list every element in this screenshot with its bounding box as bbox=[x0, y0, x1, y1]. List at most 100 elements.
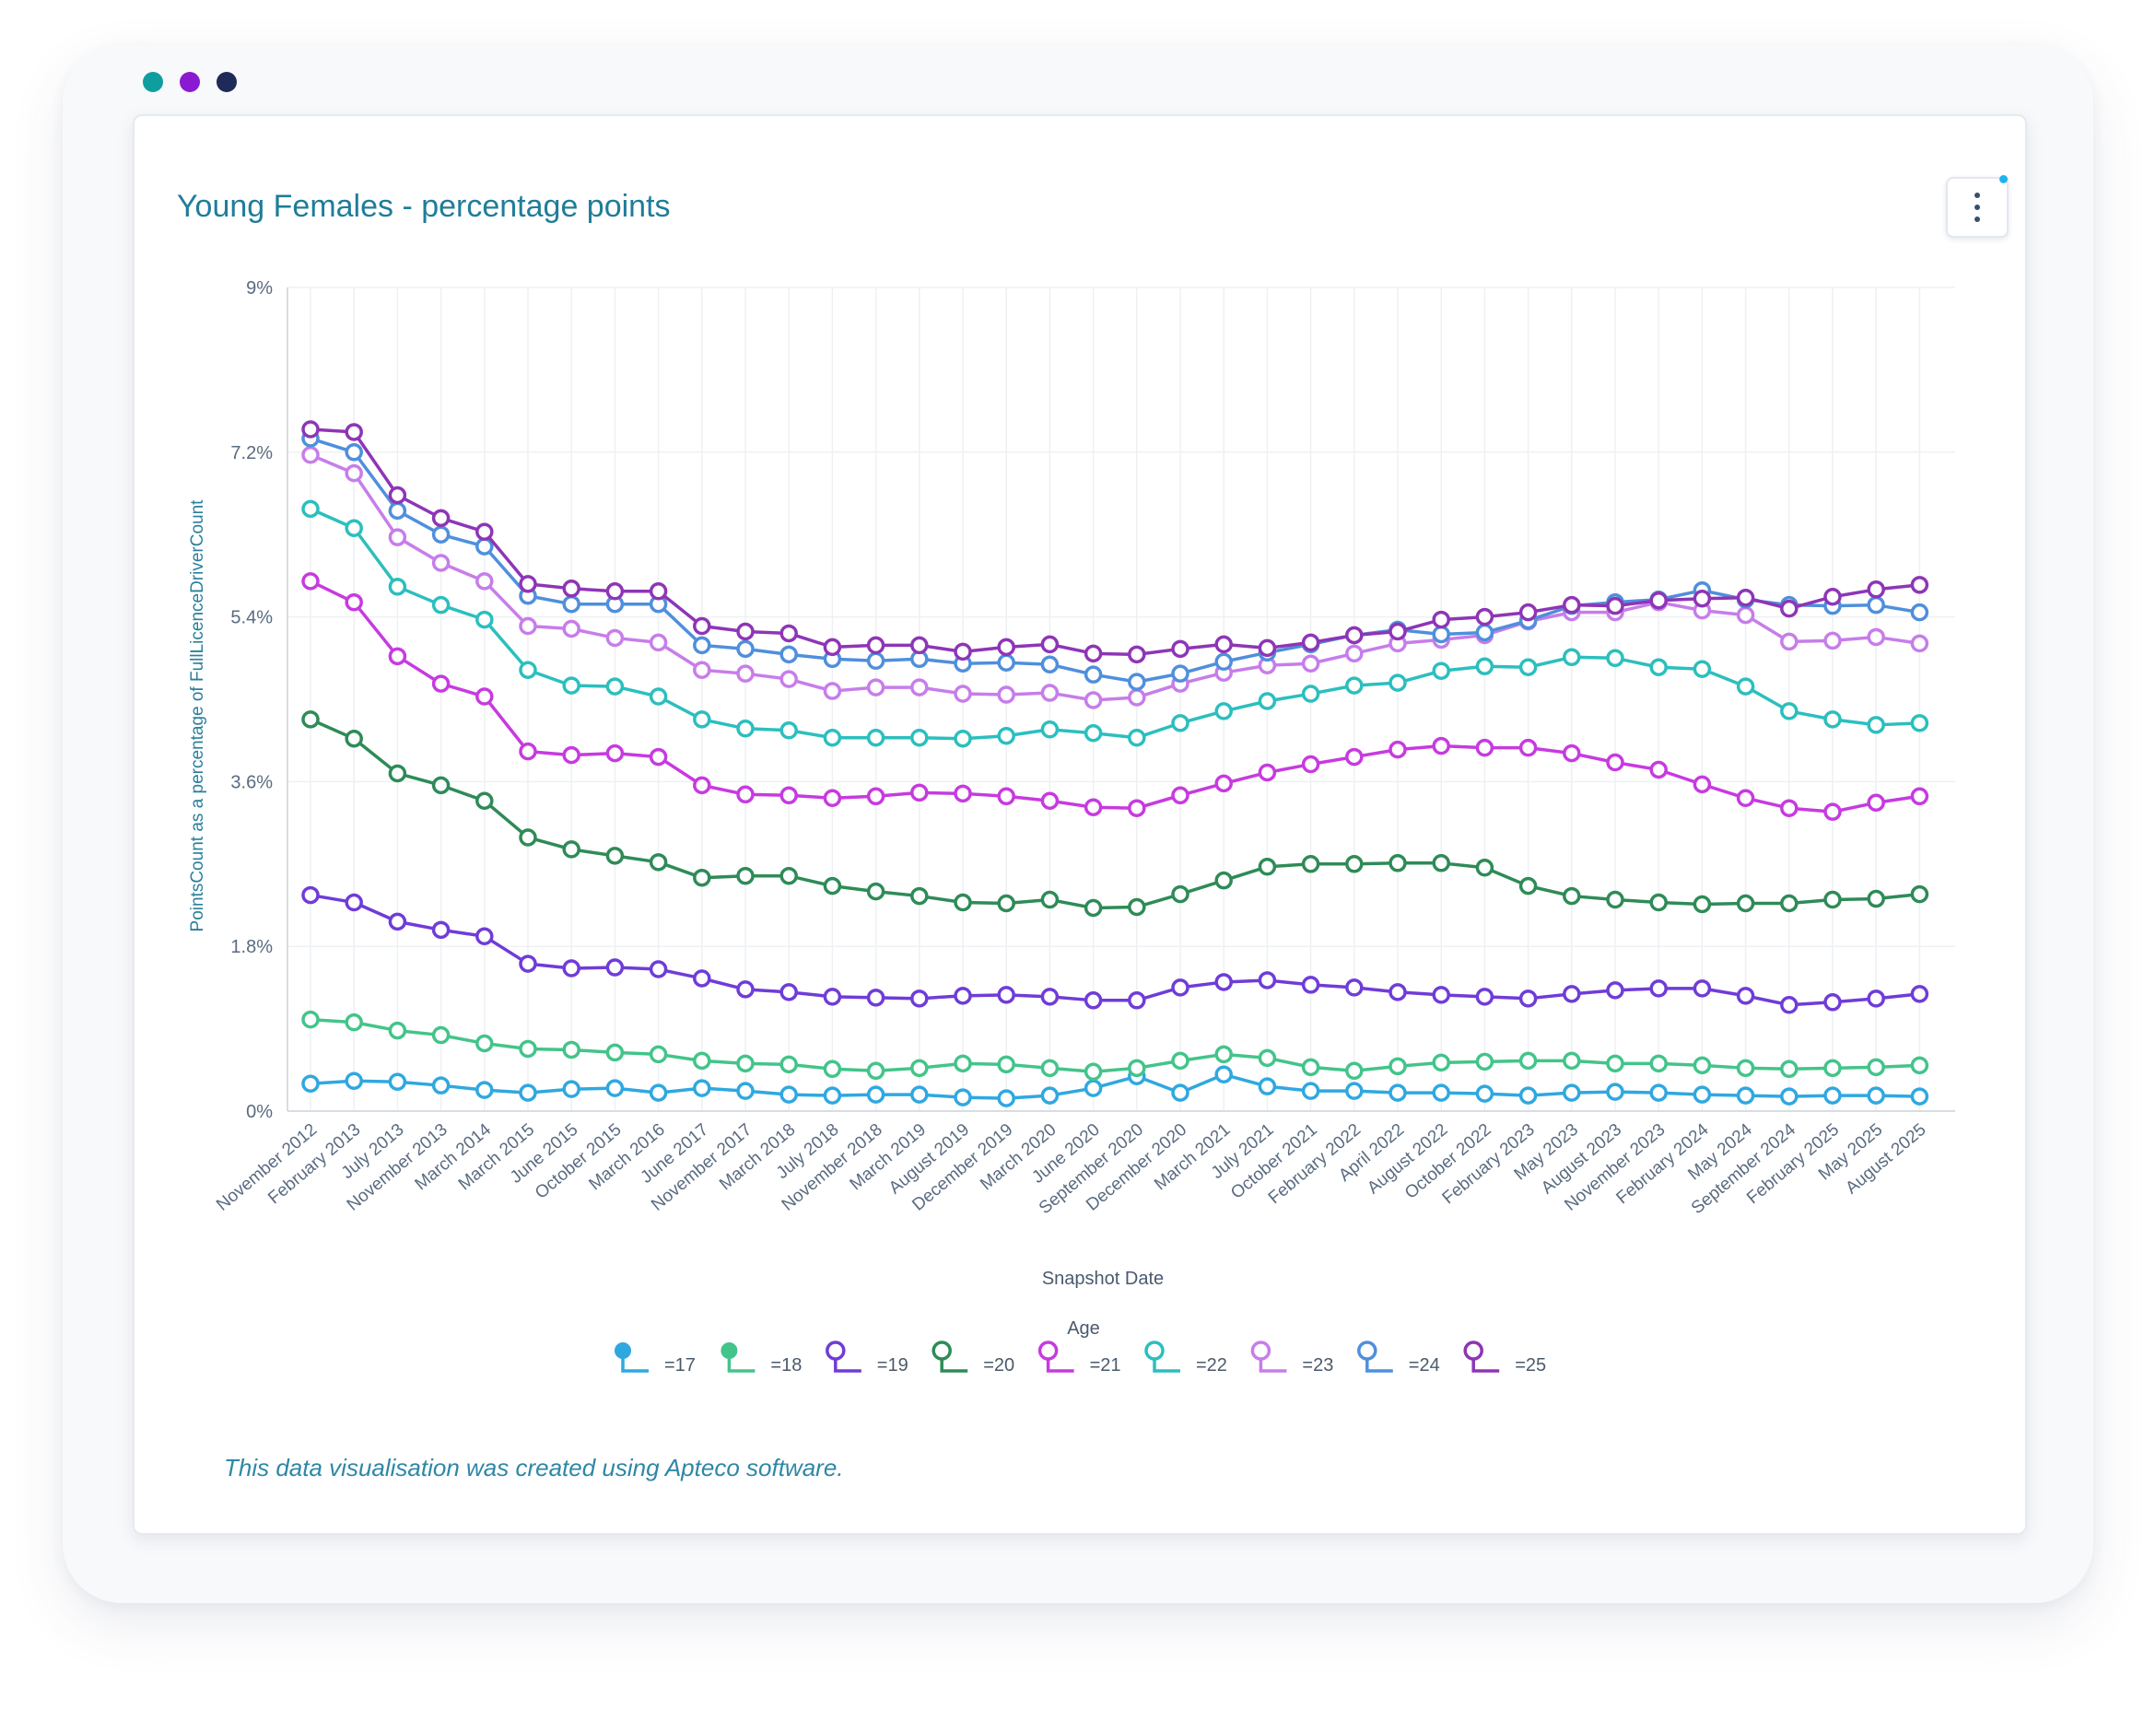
legend-line bbox=[834, 1358, 861, 1373]
data-point bbox=[1910, 985, 1929, 1003]
data-point bbox=[1171, 978, 1189, 997]
data-point bbox=[1345, 1082, 1364, 1100]
data-point bbox=[301, 1010, 320, 1029]
data-point bbox=[1606, 981, 1624, 1000]
data-point bbox=[475, 1034, 494, 1053]
data-point bbox=[1040, 988, 1060, 1006]
legend-marker bbox=[721, 1342, 738, 1359]
data-point bbox=[1040, 635, 1060, 654]
legend-line bbox=[1259, 1358, 1287, 1373]
data-point bbox=[910, 1085, 929, 1104]
data-point bbox=[519, 616, 537, 636]
data-point bbox=[1693, 775, 1712, 794]
data-point bbox=[954, 1088, 972, 1106]
legend-item[interactable]: =20 bbox=[932, 1341, 1014, 1376]
data-point bbox=[1301, 976, 1320, 994]
data-point bbox=[1736, 1086, 1755, 1105]
data-point bbox=[475, 687, 494, 706]
data-point bbox=[345, 423, 363, 441]
data-point bbox=[1084, 798, 1103, 816]
data-point bbox=[954, 784, 972, 803]
legend-item[interactable]: =24 bbox=[1357, 1341, 1440, 1376]
data-point bbox=[954, 987, 972, 1005]
series-line bbox=[310, 893, 1920, 1007]
data-point bbox=[693, 868, 711, 887]
data-point bbox=[1258, 638, 1277, 658]
data-point bbox=[736, 622, 755, 641]
data-point bbox=[997, 653, 1015, 673]
data-point bbox=[823, 1086, 842, 1105]
data-point bbox=[866, 1061, 885, 1081]
legend-line bbox=[727, 1358, 756, 1373]
legend-item[interactable]: =18 bbox=[721, 1342, 802, 1376]
data-point bbox=[954, 1054, 972, 1073]
data-point bbox=[301, 1074, 320, 1093]
data-point bbox=[519, 575, 537, 593]
data-point bbox=[649, 853, 668, 872]
data-point bbox=[736, 639, 755, 659]
data-point bbox=[475, 927, 494, 946]
legend-item[interactable]: =21 bbox=[1037, 1341, 1121, 1376]
data-point bbox=[1258, 1077, 1277, 1095]
window-dot-purple bbox=[180, 72, 200, 92]
legend-item[interactable]: =23 bbox=[1250, 1341, 1333, 1376]
series-line bbox=[310, 507, 1920, 741]
data-point bbox=[1693, 895, 1712, 914]
data-point bbox=[605, 847, 625, 865]
legend-item[interactable]: =25 bbox=[1463, 1341, 1546, 1376]
data-point bbox=[475, 537, 494, 556]
data-point bbox=[997, 685, 1015, 704]
data-point bbox=[475, 1081, 494, 1099]
data-point bbox=[1649, 979, 1668, 998]
data-point bbox=[823, 876, 842, 896]
legend-item[interactable]: =22 bbox=[1144, 1341, 1227, 1376]
data-point bbox=[431, 776, 451, 795]
data-point bbox=[605, 582, 625, 601]
data-point bbox=[866, 1085, 885, 1104]
data-point bbox=[910, 886, 929, 906]
data-point bbox=[1867, 595, 1885, 615]
data-point bbox=[1867, 627, 1885, 647]
series-line bbox=[310, 453, 1920, 702]
legend-item[interactable]: =19 bbox=[826, 1341, 908, 1376]
data-point bbox=[1040, 655, 1060, 674]
chart-menu-button[interactable] bbox=[1946, 177, 2009, 238]
data-point bbox=[1432, 1053, 1450, 1072]
data-point bbox=[866, 636, 885, 655]
data-point bbox=[736, 980, 755, 999]
data-point bbox=[431, 1076, 451, 1095]
series-age-19 bbox=[301, 885, 1929, 1014]
legend-label: =24 bbox=[1409, 1355, 1440, 1376]
data-point bbox=[779, 786, 798, 805]
data-point bbox=[1867, 580, 1885, 599]
data-point bbox=[519, 1039, 537, 1059]
data-point bbox=[823, 988, 842, 1006]
data-point bbox=[1736, 894, 1755, 913]
data-point bbox=[1040, 890, 1060, 909]
data-point bbox=[779, 721, 798, 740]
legend-item[interactable]: =17 bbox=[615, 1342, 696, 1376]
data-point bbox=[1563, 648, 1581, 667]
data-point bbox=[693, 636, 711, 655]
data-point bbox=[1475, 623, 1494, 642]
data-point bbox=[1345, 626, 1364, 645]
data-point bbox=[997, 726, 1015, 745]
series-age-21 bbox=[301, 572, 1929, 821]
data-point bbox=[475, 522, 494, 541]
data-point bbox=[866, 728, 885, 747]
data-point bbox=[1518, 989, 1538, 1008]
data-point bbox=[693, 616, 711, 636]
data-point bbox=[1649, 1054, 1668, 1073]
data-point bbox=[301, 420, 320, 439]
data-point bbox=[866, 989, 885, 1007]
data-point bbox=[1171, 639, 1189, 659]
data-point bbox=[1084, 1062, 1103, 1082]
data-point bbox=[1345, 855, 1364, 873]
data-point bbox=[1910, 884, 1929, 904]
data-point bbox=[1389, 1083, 1407, 1102]
data-point bbox=[779, 645, 798, 664]
data-point bbox=[779, 1055, 798, 1074]
data-point bbox=[693, 710, 711, 729]
data-point bbox=[1823, 1059, 1842, 1078]
data-point bbox=[1301, 633, 1320, 652]
